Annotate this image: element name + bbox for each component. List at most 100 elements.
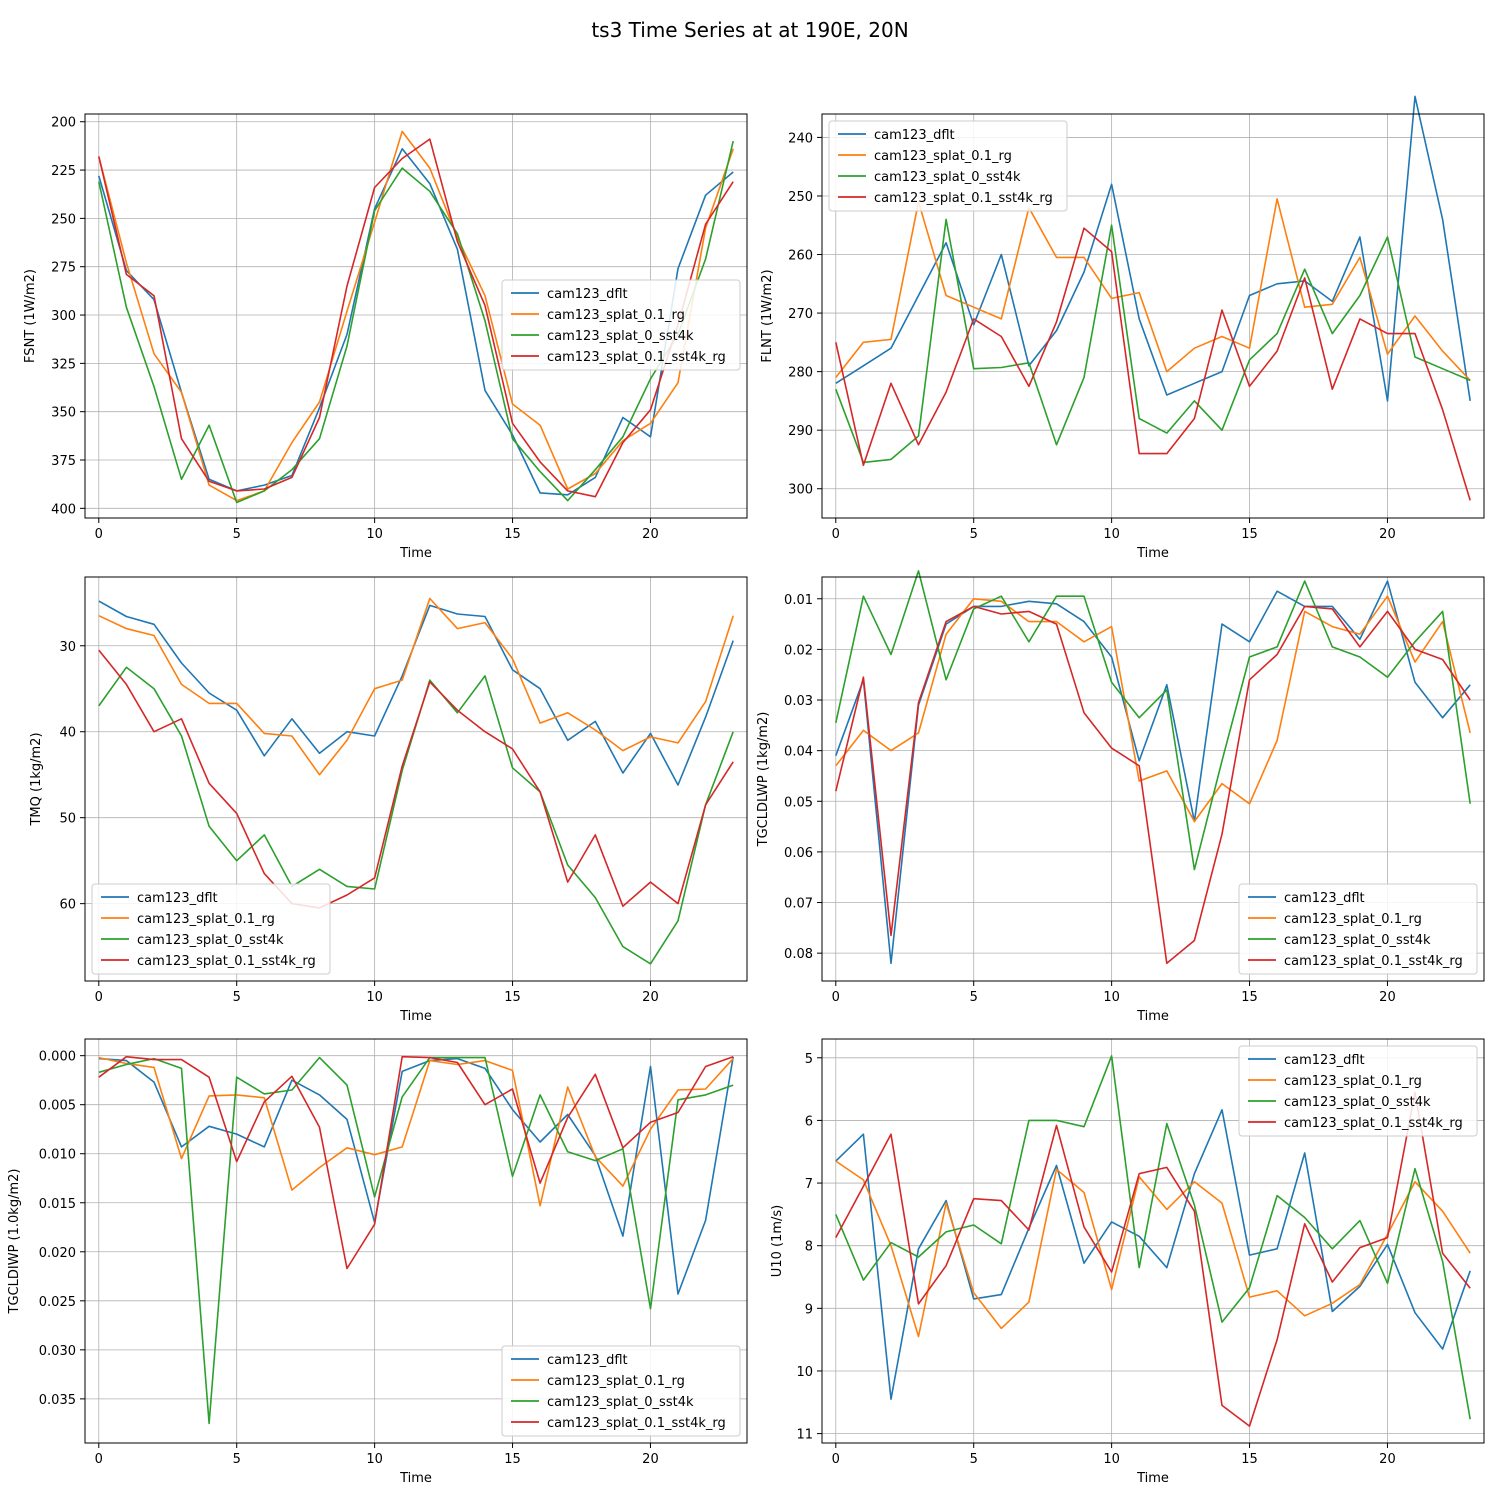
x-tick-label: 10 bbox=[366, 527, 383, 542]
plot-frame bbox=[84, 1038, 748, 1444]
x-tick-label: 0 bbox=[95, 990, 103, 1005]
series-line-cam123_splat_0_sst4k bbox=[835, 1055, 1471, 1420]
subplot-1: 0 5 10 15 20 200 225 250 275 300 325 350 375 400 Time F… bbox=[23, 113, 748, 561]
legend-label: cam123_splat_0.1_sst4k_rg bbox=[1284, 1116, 1463, 1131]
y-tick-label: 240 bbox=[788, 131, 813, 146]
plot-frame bbox=[821, 1038, 1485, 1444]
legend-label: cam123_splat_0.1_sst4k_rg bbox=[547, 1416, 726, 1431]
series-line-cam123_splat_0_sst4k bbox=[835, 218, 1471, 464]
y-tick-label: 0.01 bbox=[784, 593, 813, 608]
y-tick-label: 300 bbox=[788, 483, 813, 498]
y-tick-label: 50 bbox=[59, 812, 76, 827]
y-tick-label: 0.02 bbox=[784, 643, 813, 658]
y-tick-label: 0.020 bbox=[39, 1246, 76, 1261]
x-tick-label: 0 bbox=[95, 1452, 103, 1467]
series-line-cam123_splat_0.1_sst4k_rg bbox=[98, 649, 734, 909]
subplot-2: 0 5 10 15 20 240 250 260 270 280 290 300 Time FLNT (1… bbox=[760, 95, 1485, 561]
series-line-cam123_splat_0.1_rg bbox=[835, 198, 1471, 381]
legend: cam123_dflt cam123_splat_0.1_rg cam123_spl… bbox=[91, 883, 331, 975]
y-axis-label: FSNT (1W/m2) bbox=[23, 269, 38, 363]
x-tick-label: 20 bbox=[1379, 1452, 1396, 1467]
y-tick-label: 260 bbox=[788, 249, 813, 264]
legend-label: cam123_splat_0.1_sst4k_rg bbox=[137, 954, 316, 969]
x-tick-label: 5 bbox=[233, 990, 241, 1005]
legend-label: cam123_splat_0_sst4k bbox=[1284, 933, 1431, 948]
y-tick-label: 60 bbox=[59, 898, 76, 913]
y-tick-label: 0.000 bbox=[39, 1050, 76, 1065]
legend-box bbox=[828, 120, 1068, 212]
y-axis-label: FLNT (1W/m2) bbox=[760, 269, 775, 362]
x-tick-label: 15 bbox=[504, 527, 521, 542]
series-line-cam123_splat_0_sst4k bbox=[98, 1056, 734, 1425]
x-tick-label: 15 bbox=[504, 1452, 521, 1467]
x-axis-label: Time bbox=[1136, 546, 1169, 561]
legend-label: cam123_splat_0.1_sst4k_rg bbox=[874, 191, 1053, 206]
legend-label: cam123_dflt bbox=[547, 287, 628, 302]
legend-label: cam123_splat_0_sst4k bbox=[137, 933, 284, 948]
x-tick-label: 20 bbox=[642, 527, 659, 542]
legend-label: cam123_dflt bbox=[547, 1353, 628, 1368]
y-tick-label: 6 bbox=[805, 1114, 813, 1129]
x-tick-label: 0 bbox=[832, 527, 840, 542]
y-tick-label: 270 bbox=[788, 307, 813, 322]
x-tick-label: 20 bbox=[1379, 990, 1396, 1005]
y-tick-label: 375 bbox=[51, 454, 76, 469]
y-tick-label: 0.04 bbox=[784, 745, 813, 760]
plot-frame bbox=[821, 576, 1485, 982]
y-tick-label: 10 bbox=[796, 1365, 813, 1380]
series-line-cam123_splat_0.1_sst4k_rg bbox=[835, 1091, 1471, 1427]
y-tick-label: 300 bbox=[51, 309, 76, 324]
legend-label: cam123_splat_0.1_sst4k_rg bbox=[547, 350, 726, 365]
x-tick-label: 5 bbox=[233, 1452, 241, 1467]
series-line-cam123_splat_0_sst4k bbox=[835, 570, 1471, 871]
y-tick-label: 7 bbox=[805, 1177, 813, 1192]
plot-frame bbox=[821, 113, 1485, 519]
x-tick-label: 15 bbox=[1241, 1452, 1258, 1467]
series-line-cam123_splat_0.1_rg bbox=[98, 597, 734, 776]
x-axis-label: Time bbox=[1136, 1471, 1169, 1486]
x-tick-label: 0 bbox=[95, 527, 103, 542]
legend-label: cam123_splat_0_sst4k bbox=[547, 329, 694, 344]
y-tick-label: 11 bbox=[796, 1428, 813, 1443]
x-axis-label: Time bbox=[399, 546, 432, 561]
y-tick-label: 400 bbox=[51, 502, 76, 517]
y-tick-label: 350 bbox=[51, 406, 76, 421]
subplot-grid: 0 5 10 15 20200225250275300325350375400TimeF… bbox=[7, 95, 1485, 1486]
x-tick-label: 5 bbox=[233, 527, 241, 542]
series-line-cam123_dflt bbox=[835, 580, 1471, 965]
series-line-cam123_dflt bbox=[835, 1109, 1471, 1400]
y-tick-label: 0.05 bbox=[784, 795, 813, 810]
series-line-cam123_splat_0.1_sst4k_rg bbox=[98, 138, 734, 498]
y-tick-label: 0.005 bbox=[39, 1099, 76, 1114]
y-tick-label: 225 bbox=[51, 164, 76, 179]
x-tick-label: 15 bbox=[1241, 527, 1258, 542]
y-tick-label: 0.03 bbox=[784, 694, 813, 709]
x-tick-label: 5 bbox=[970, 990, 978, 1005]
y-axis-label: TGCLDLWP (1kg/m2) bbox=[756, 712, 771, 848]
y-tick-label: 290 bbox=[788, 424, 813, 439]
y-axis-label: TGCLDIWP (1.0kg/m2) bbox=[7, 1169, 22, 1315]
x-axis-label: Time bbox=[399, 1009, 432, 1024]
legend: cam123_dflt cam123_splat_0.1_rg cam123_spl… bbox=[828, 120, 1068, 212]
x-tick-label: 10 bbox=[1103, 1452, 1120, 1467]
series-line-cam123_dflt bbox=[98, 1056, 734, 1295]
legend-label: cam123_splat_0.1_rg bbox=[1284, 912, 1422, 927]
y-tick-label: 0.035 bbox=[39, 1393, 76, 1408]
series-line-cam123_splat_0.1_sst4k_rg bbox=[835, 227, 1471, 501]
y-tick-label: 0.025 bbox=[39, 1295, 76, 1310]
legend-box bbox=[1238, 1045, 1478, 1137]
legend-box bbox=[91, 883, 331, 975]
subplot-6: 0 5 10 15 20 5 6 7 8 9 10 11 Time U10 (1m/s) cam123_df… bbox=[770, 1038, 1485, 1486]
y-tick-label: 250 bbox=[788, 190, 813, 205]
series-line-cam123_splat_0_sst4k bbox=[98, 140, 734, 504]
x-axis-label: Time bbox=[399, 1471, 432, 1486]
plot-frame bbox=[84, 576, 748, 982]
x-tick-label: 20 bbox=[1379, 527, 1396, 542]
x-axis-label: Time bbox=[1136, 1009, 1169, 1024]
legend-box bbox=[1238, 883, 1478, 975]
legend-label: cam123_splat_0_sst4k bbox=[547, 1395, 694, 1410]
x-tick-label: 5 bbox=[970, 1452, 978, 1467]
series-line-cam123_dflt bbox=[98, 148, 734, 496]
x-tick-label: 10 bbox=[1103, 527, 1120, 542]
